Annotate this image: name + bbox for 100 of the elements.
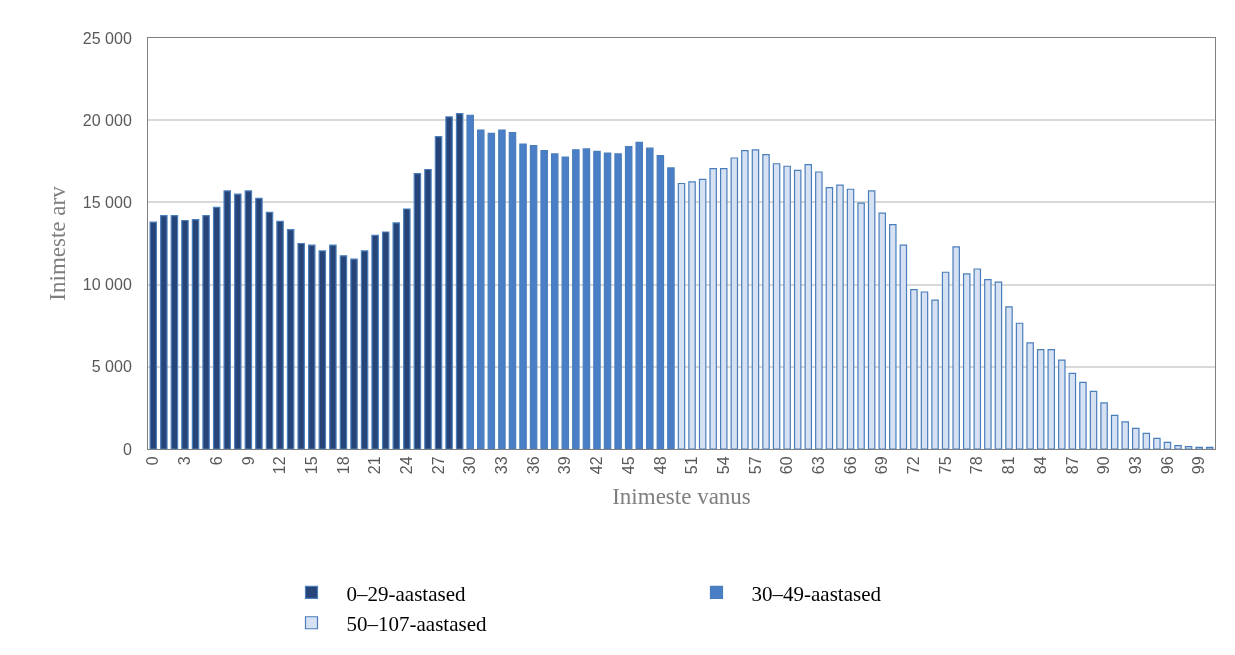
bar — [857, 202, 865, 449]
x-tick-label: 30 — [461, 456, 479, 475]
bar — [424, 168, 432, 449]
bar — [466, 114, 474, 449]
bar — [582, 148, 591, 449]
bar — [445, 116, 453, 449]
bar — [255, 197, 263, 449]
x-tick-label: 63 — [810, 456, 828, 475]
bar — [329, 244, 337, 449]
bar — [202, 214, 210, 449]
bar — [477, 129, 485, 449]
bar — [1142, 432, 1151, 449]
x-tick-label: 90 — [1095, 456, 1113, 475]
bar — [360, 250, 369, 449]
bar — [244, 190, 253, 449]
bar — [688, 181, 696, 449]
x-tick-label: 51 — [683, 456, 701, 475]
bar — [603, 152, 612, 449]
bar — [1058, 359, 1066, 449]
x-tick-label: 18 — [334, 456, 352, 475]
bar — [1184, 445, 1193, 449]
bar — [1132, 427, 1140, 449]
bar — [1110, 414, 1119, 449]
bar — [1005, 306, 1013, 449]
x-tick-label: 72 — [905, 456, 923, 475]
x-tick-label: 78 — [968, 456, 986, 475]
y-tick-label: 15 000 — [82, 194, 132, 211]
bar — [793, 169, 802, 449]
x-tick-label: 93 — [1126, 456, 1144, 475]
bar — [307, 244, 316, 449]
x-tick-label: 33 — [493, 456, 511, 475]
x-tick-label: 99 — [1190, 456, 1208, 475]
bar — [772, 163, 781, 449]
x-tick-label: 0 — [144, 456, 162, 466]
x-tick-label: 57 — [746, 456, 764, 475]
bar — [381, 231, 390, 449]
bar — [572, 149, 580, 449]
bar — [962, 273, 971, 449]
bar — [1047, 348, 1056, 449]
bar — [941, 271, 950, 449]
x-tick-label: 42 — [588, 456, 606, 475]
bar — [1174, 445, 1182, 449]
bar — [656, 154, 665, 449]
x-tick-label: 27 — [429, 456, 447, 475]
x-tick-label: 45 — [619, 456, 637, 475]
bar — [1068, 372, 1077, 449]
bar — [825, 187, 834, 449]
bar — [1100, 402, 1108, 449]
bar — [455, 113, 464, 449]
bar — [498, 129, 506, 449]
bar — [1121, 421, 1129, 449]
x-tick-label: 3 — [176, 456, 194, 466]
bar — [646, 147, 654, 449]
bar — [719, 168, 728, 449]
bar — [635, 141, 644, 449]
bar — [899, 244, 908, 449]
x-axis-title: Inimeste vanus — [612, 483, 751, 509]
x-tick-label: 39 — [556, 456, 574, 475]
bar — [804, 163, 813, 449]
bar — [561, 156, 570, 449]
bar — [1163, 441, 1172, 449]
bar — [1036, 348, 1045, 449]
bar — [593, 150, 601, 449]
bar — [952, 246, 960, 449]
x-tick-label: 75 — [936, 456, 954, 475]
bar — [540, 150, 548, 449]
x-tick-label: 36 — [524, 456, 542, 475]
bar — [371, 234, 379, 449]
bar — [984, 279, 992, 449]
y-tick-label: 5 000 — [91, 358, 132, 376]
x-tick-label: 48 — [651, 456, 669, 475]
bar — [815, 171, 823, 449]
x-tick-label: 66 — [841, 456, 859, 475]
x-tick-label: 21 — [366, 456, 384, 475]
bar — [1089, 390, 1098, 449]
bar — [181, 219, 189, 449]
bar — [730, 157, 739, 449]
x-tick-label: 69 — [873, 456, 891, 475]
x-tick-label: 6 — [207, 456, 225, 466]
x-tick-label: 54 — [714, 456, 732, 475]
bar — [889, 223, 897, 449]
bar — [667, 167, 675, 449]
y-tick-label: 25 000 — [82, 29, 132, 47]
bar — [762, 154, 770, 449]
bar — [508, 131, 517, 449]
bar — [519, 143, 527, 449]
bar — [614, 153, 622, 449]
bar — [529, 145, 538, 449]
x-tick-label: 60 — [778, 456, 796, 475]
y-axis-title: Inimeste arv — [45, 185, 71, 301]
x-tick-label: 81 — [1000, 456, 1018, 475]
bar — [234, 193, 242, 449]
bar — [1015, 322, 1024, 449]
bar — [350, 258, 358, 449]
x-tick-label: 87 — [1063, 456, 1081, 475]
legend-label: 50–107-aastased — [346, 611, 487, 636]
bar — [709, 168, 717, 449]
bar — [1153, 437, 1161, 449]
bar — [931, 299, 939, 449]
bar — [741, 150, 749, 449]
